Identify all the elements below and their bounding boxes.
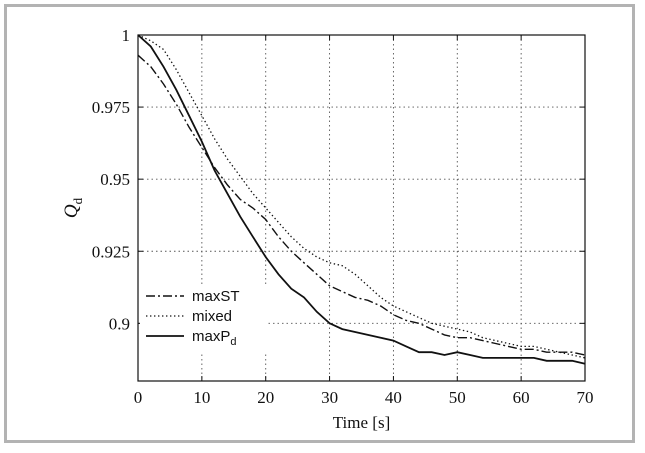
y-tick-label: 0.9: [109, 314, 130, 333]
series-line-maxp: [137, 34, 586, 365]
x-tick-label: 10: [193, 388, 210, 407]
legend-label-maxp: maxPd: [192, 328, 236, 348]
y-tick-label: 0.975: [92, 98, 130, 117]
legend-label-maxst: maxST: [192, 288, 240, 305]
legend-box: [140, 286, 268, 354]
y-tick-label: 0.925: [92, 242, 130, 261]
x-tick-label: 30: [321, 388, 338, 407]
figure-frame: [4, 4, 635, 443]
y-tick-label: 1: [122, 26, 131, 45]
x-tick-label: 50: [449, 388, 466, 407]
legend-label-mixed: mixed: [192, 308, 232, 325]
x-axis-label: Time [s]: [333, 413, 390, 432]
x-tick-label: 40: [385, 388, 402, 407]
x-tick-label: 70: [577, 388, 594, 407]
x-tick-label: 60: [513, 388, 530, 407]
x-tick-label: 20: [257, 388, 274, 407]
y-tick-label: 0.95: [100, 170, 130, 189]
x-tick-label: 0: [134, 388, 143, 407]
plot-area: [137, 34, 586, 382]
series-line-mixed: [137, 34, 586, 359]
y-axis-label: Qd: [61, 197, 85, 218]
